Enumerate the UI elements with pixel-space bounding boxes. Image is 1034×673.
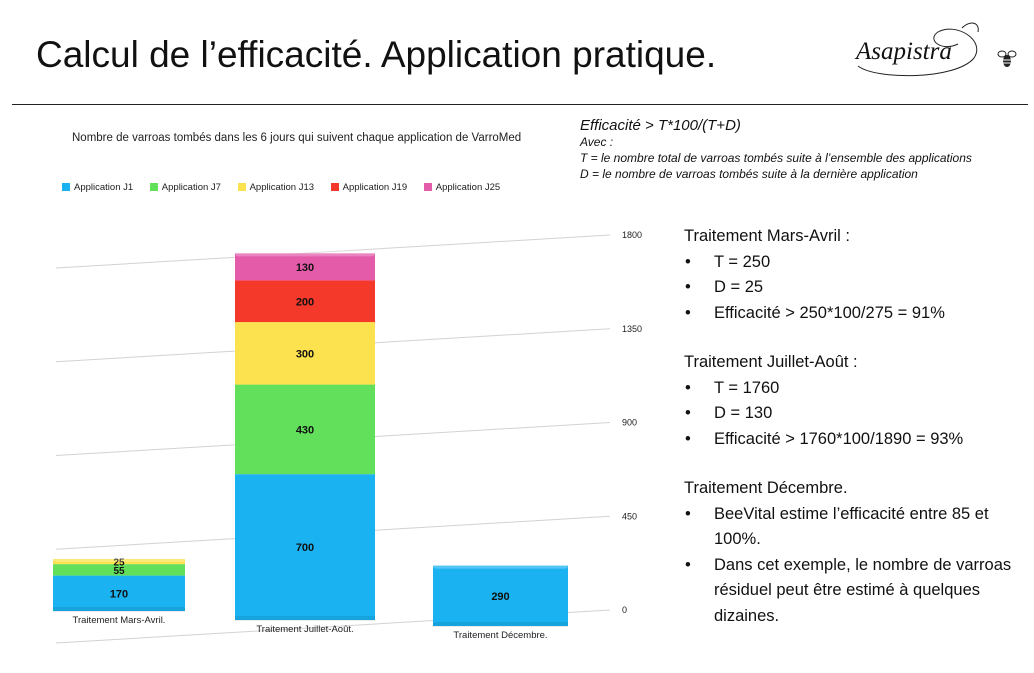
bar-segment: [235, 322, 375, 385]
title-divider: [12, 104, 1028, 105]
bar-top-cap: [235, 250, 375, 257]
category-label: Traitement Mars-Avril.: [73, 615, 166, 626]
logo-wordmark: Asapistra: [856, 38, 952, 65]
bar-segment: [53, 575, 185, 611]
chart-legend: Application J1 Application J7 Applicatio…: [62, 182, 514, 193]
bullet-list-juillet-aout: T = 1760 D = 130 Efficacité > 1760*100/1…: [684, 376, 1024, 453]
bullet-list-decembre: BeeVital estime l’efficacité entre 85 et…: [684, 502, 1024, 630]
bullet-item: BeeVital estime l’efficacité entre 85 et…: [684, 502, 1024, 553]
section-heading-juillet-aout: Traitement Juillet-Août :: [684, 353, 858, 371]
data-label: 290: [491, 591, 509, 603]
data-label: 170: [110, 588, 128, 600]
data-label: 55: [113, 566, 125, 577]
data-label: 300: [296, 348, 314, 360]
bullet-item: Efficacité > 1760*100/1890 = 93%: [684, 427, 1024, 453]
data-label: 700: [296, 542, 314, 554]
bar-shadow: [433, 622, 568, 627]
legend-item-j1: Application J1: [62, 182, 133, 193]
bullet-list-mars-avril: T = 250 D = 25 Efficacité > 250*100/275 …: [684, 250, 1024, 327]
y-tick-label: 1800: [622, 230, 642, 240]
chart-title: Nombre de varroas tombés dans les 6 jour…: [72, 132, 522, 144]
y-tick-label: 450: [622, 511, 637, 521]
bullet-item: D = 25: [684, 275, 1024, 301]
asapistra-logo: Asapistra: [846, 18, 1026, 88]
bar-segment: [433, 565, 568, 626]
formula-t-definition: T = le nombre total de varroas tombés su…: [580, 151, 972, 165]
legend-label: Application J25: [435, 182, 501, 193]
data-label: 130: [296, 262, 314, 274]
legend-swatch: [149, 183, 158, 191]
category-label: Traitement Décembre.: [453, 630, 547, 641]
bar-segment: [235, 474, 375, 620]
bullet-item: T = 250: [684, 250, 1024, 276]
formula-d-definition: D = le nombre de varroas tombés suite à …: [580, 167, 918, 181]
bullet-item: Efficacité > 250*100/275 = 91%: [684, 301, 1024, 327]
legend-swatch: [237, 183, 246, 191]
legend-swatch: [330, 183, 339, 191]
data-label: 200: [296, 296, 314, 308]
legend-item-j25: Application J25: [423, 182, 501, 193]
legend-swatch: [62, 183, 70, 191]
logo-swirl: [857, 22, 979, 77]
legend-label: Application J7: [161, 182, 221, 193]
gridline: [55, 234, 611, 269]
bar-top-cap: [433, 562, 568, 569]
y-tick-label: 0: [622, 605, 627, 615]
bar-top-cap: [53, 555, 185, 562]
legend-label: Application J19: [342, 182, 408, 193]
bullet-item: T = 1760: [684, 376, 1024, 402]
formula-avec: Avec :: [580, 135, 614, 149]
legend-item-j13: Application J13: [237, 182, 315, 193]
treatment-notes: Traitement Mars-Avril : T = 250 D = 25 E…: [684, 224, 1024, 629]
formula-block: Efficacité > T*100/(T+D) Avec : T = le n…: [580, 117, 972, 182]
legend-label: Application J1: [74, 182, 134, 193]
bullet-item: D = 130: [684, 401, 1024, 427]
bar-segment: [235, 280, 375, 323]
bee-icon: [997, 50, 1017, 67]
bar-segment: [235, 253, 375, 281]
bar-shadow: [235, 616, 375, 621]
legend-label: Application J13: [249, 182, 315, 193]
slide-title: Calcul de l’efficacité. Application prat…: [36, 34, 717, 75]
data-label: 430: [296, 424, 314, 436]
legend-swatch: [423, 183, 432, 191]
bar-segment: [53, 558, 185, 565]
section-heading-decembre: Traitement Décembre.: [684, 479, 848, 497]
y-tick-label: 900: [622, 418, 637, 428]
legend-item-j7: Application J7: [149, 182, 221, 193]
efficacy-formula: Efficacité > T*100/(T+D): [580, 117, 741, 134]
legend-item-j19: Application J19: [330, 182, 408, 193]
bar-shadow: [53, 607, 185, 612]
section-heading-mars-avril: Traitement Mars-Avril :: [684, 227, 850, 245]
bullet-item: Dans cet exemple, le nombre de varroas r…: [684, 553, 1024, 630]
category-label: Traitement Juillet-Août.: [256, 624, 353, 635]
bar-segment: [235, 384, 375, 475]
data-label: 25: [113, 558, 125, 569]
bar-segment: [53, 564, 185, 576]
y-tick-label: 1350: [622, 324, 642, 334]
